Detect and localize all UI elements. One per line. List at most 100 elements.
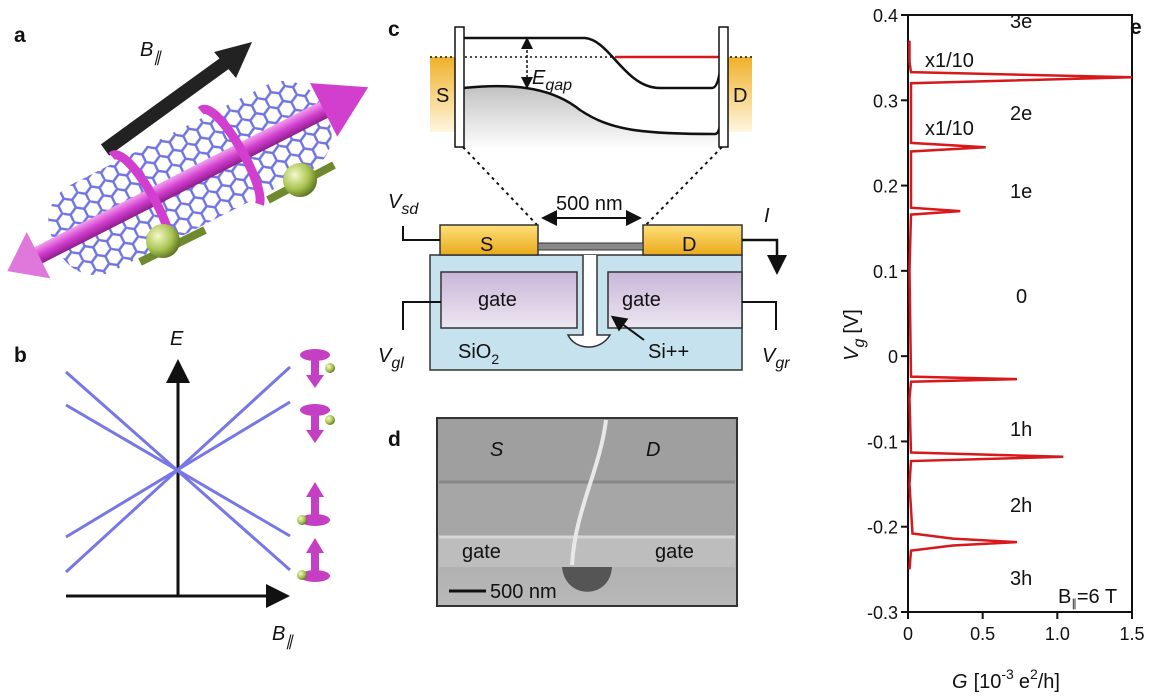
gate-label: gate	[462, 541, 501, 563]
panel-label: d	[388, 428, 401, 451]
x-tick-label: 0	[903, 624, 913, 644]
spin-icons	[311, 410, 319, 432]
label-sup: -3	[1001, 666, 1014, 682]
label-sub: gl	[391, 355, 404, 372]
label-unit: [V]	[841, 309, 863, 333]
source-label: S	[436, 85, 449, 107]
y-tick-label: 0.1	[873, 262, 898, 282]
figure: a b c d e B∥ E B∥ S D Egap 50	[0, 0, 1164, 698]
barrier	[719, 27, 728, 147]
page: a b c d e B∥ E B∥ S D Egap 50	[0, 0, 1164, 698]
label-main: B	[272, 623, 285, 645]
spin-icons	[297, 349, 335, 582]
spin-icons	[325, 415, 335, 425]
panel-label: c	[388, 18, 400, 41]
drain-label: D	[733, 85, 747, 107]
label-main: SiO	[458, 341, 491, 363]
panel-label: b	[14, 344, 27, 367]
annotation: 3h	[1010, 568, 1032, 590]
label-sub: sd	[401, 201, 419, 218]
annotation: 3e	[1010, 11, 1032, 33]
electrode-region	[439, 420, 735, 482]
current-arrow	[742, 240, 777, 270]
x-tick-label: 1.5	[1119, 624, 1144, 644]
label-main: B	[1058, 586, 1071, 608]
electron	[283, 163, 317, 197]
annotation: 1h	[1010, 419, 1032, 441]
gate-label: gate	[655, 541, 694, 563]
gate-voltage-label: Vgl	[378, 345, 404, 372]
x-axis-label: G [10-3 e2/h]	[952, 666, 1060, 693]
label-sub: ∥	[153, 49, 162, 66]
spin-icons	[306, 482, 324, 497]
electron	[146, 224, 180, 258]
field-note: B∥=6 T	[1058, 586, 1117, 610]
y-tick-label: -0.3	[867, 603, 898, 623]
x-tick-label: 1.0	[1045, 624, 1070, 644]
gate-label: gate	[622, 289, 661, 311]
source-label: S	[480, 234, 493, 256]
spin-icons	[306, 538, 324, 553]
label-part: [10	[974, 671, 1002, 693]
axis-tail	[0, 232, 50, 294]
panel-a: B∥	[0, 38, 393, 320]
spin-icons	[306, 430, 324, 443]
gate-voltage-label: Vgr	[762, 345, 790, 372]
zoom-line	[643, 147, 722, 228]
annotation: 0	[1016, 286, 1027, 308]
annotation: 1e	[1010, 181, 1032, 203]
annotation: x1/10	[925, 50, 974, 72]
annotation: x1/10	[925, 118, 974, 140]
spin-icons	[297, 515, 307, 525]
spin-icons	[311, 551, 319, 576]
scale-label: 500 nm	[490, 581, 557, 603]
label-sub: 2	[491, 351, 499, 367]
field-label: B∥	[140, 39, 162, 66]
annotation: 2e	[1010, 103, 1032, 125]
wire	[403, 226, 440, 240]
y-tick-label: 0.4	[873, 6, 898, 26]
label-sub: gap	[545, 77, 572, 94]
current-label: I	[764, 205, 770, 227]
y-tick-label: -0.2	[867, 518, 898, 538]
source-label: S	[490, 439, 504, 461]
label-main: G	[952, 671, 968, 693]
panel-b: E B∥	[66, 328, 335, 650]
drain-label: D	[682, 234, 696, 256]
label-sup: 2	[1030, 666, 1038, 682]
y-tick-label: 0	[888, 347, 898, 367]
label-part: e	[1019, 671, 1030, 693]
substrate-label: Si++	[648, 341, 689, 363]
zoom-line	[463, 147, 540, 228]
y-tick-label: 0.3	[873, 91, 898, 111]
label-sub: g	[851, 339, 868, 348]
panel-label: a	[14, 24, 26, 47]
bias-label: Vsd	[388, 191, 419, 218]
label-main: B	[140, 39, 153, 61]
label-sub: ∥	[285, 633, 294, 650]
label-part: =6 T	[1077, 586, 1117, 608]
spin-icons	[311, 355, 319, 377]
spin-icons	[311, 495, 319, 520]
energy-label: E	[170, 328, 184, 350]
x-tick-label: 0.5	[970, 624, 995, 644]
annotation: 2h	[1010, 495, 1032, 517]
y-axis-label: Vg[V]	[841, 309, 868, 361]
panel-c: S D Egap 500 nm S D gate gate SiO2 Si++ …	[378, 27, 790, 372]
y-tick-label: 0.2	[873, 177, 898, 197]
label-part: /h]	[1038, 671, 1060, 693]
conduction-band	[463, 30, 722, 88]
field-label: B∥	[272, 623, 294, 650]
panel-d: S D gate gate 500 nm	[437, 418, 737, 606]
spin-icons	[297, 570, 307, 580]
drain-label: D	[646, 439, 660, 461]
scale-label: 500 nm	[556, 193, 623, 215]
nanotube	[538, 243, 643, 250]
spin-icons	[306, 375, 324, 388]
valence-fill	[463, 30, 722, 150]
spin-icons	[325, 363, 335, 373]
gate-label: gate	[478, 289, 517, 311]
barrier	[455, 27, 464, 147]
wire	[742, 302, 776, 330]
